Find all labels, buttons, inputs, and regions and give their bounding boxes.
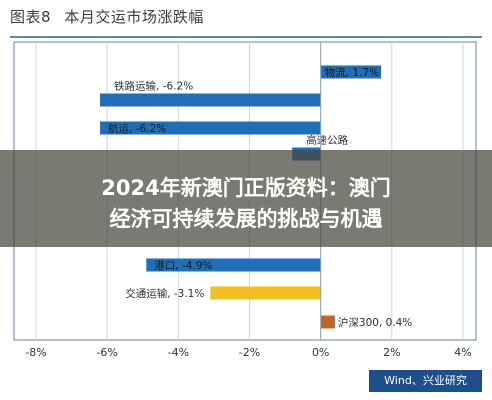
bar-0 [320,65,382,79]
chart-title: 图表8 本月交运市场涨跌幅 [10,6,204,27]
x-tick-label-3: -2% [239,346,260,359]
data-label-1: 铁路运输, -6.2% [114,80,193,93]
x-tick-label-2: -4% [168,346,189,359]
data-label-6: 沪深300, 0.4% [338,316,412,329]
x-tick-label-5: 2% [383,346,400,359]
bar-5 [210,286,321,300]
title-rule [10,36,482,38]
data-label-2: 航运, -6.2% [108,122,166,135]
bar-6 [320,315,335,329]
source-badge: Wind、兴业研究 [369,370,482,392]
bar-2 [100,121,321,135]
banner-line-2: 经济可持续发展的挑战与机遇 [109,207,383,231]
banner-line-1: 2024年新澳门正版资料：澳门 [101,176,391,200]
data-label-0: 物流, 1.7% [325,66,379,79]
bar-4 [146,258,321,272]
article-banner[interactable]: 2024年新澳门正版资料：澳门 经济可持续发展的挑战与机遇 [0,150,492,247]
data-label-4: 港口, -4.9% [154,260,212,272]
x-tick-label-4: 0% [312,346,329,359]
x-tick-label-6: 4% [454,346,471,359]
bar-1 [100,93,321,107]
data-label-3: 高速公路 [306,134,348,147]
figure-number: 图表8 [10,8,52,26]
x-tick-label-1: -6% [96,346,117,359]
data-label-5: 交通运输, -3.1% [125,287,204,300]
x-tick-label-0: -8% [25,346,46,359]
title-text: 本月交运市场涨跌幅 [64,8,204,26]
